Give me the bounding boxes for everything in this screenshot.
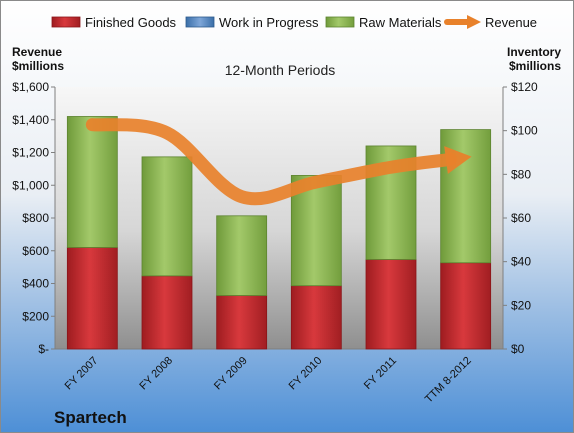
right-axis-tick-label: $0 — [511, 342, 525, 356]
legend-label-raw-materials: Raw Materials — [359, 15, 442, 30]
bar-finished-goods — [440, 262, 492, 350]
legend-swatch-work-in-progress — [185, 16, 215, 28]
left-axis-tick-label: $1,600 — [12, 80, 49, 94]
legend-label-work-in-progress: Work in Progress — [219, 15, 319, 30]
left-axis-tick-label: $800 — [22, 211, 49, 225]
right-axis-tick-label: $120 — [511, 80, 538, 94]
left-axis-tick-label: $600 — [22, 244, 49, 258]
legend-arrow-revenue — [467, 15, 481, 29]
legend-swatch-raw-materials — [325, 16, 355, 28]
bar-raw-materials — [141, 156, 193, 277]
left-axis-label-line1: Revenue — [12, 45, 62, 59]
left-axis-tick-label: $1,400 — [12, 113, 49, 127]
company-name: Spartech — [54, 408, 127, 427]
left-axis-tick-label: $1,000 — [12, 178, 49, 192]
bar-finished-goods — [290, 285, 342, 350]
right-axis-label-line2: $millions — [509, 59, 561, 73]
left-axis-tick-label: $200 — [22, 309, 49, 323]
legend: Finished Goods Work in Progress Raw Materi… — [51, 15, 537, 30]
revenue-arrowhead — [444, 146, 472, 174]
revenue-line — [85, 118, 457, 206]
right-axis-tick-label: $40 — [511, 255, 531, 269]
legend-label-revenue: Revenue — [485, 15, 537, 30]
right-axis-tick-label: $100 — [511, 124, 538, 138]
legend-swatch-finished-goods — [51, 16, 81, 28]
right-axis-tick-label: $80 — [511, 167, 531, 181]
legend-label-finished-goods: Finished Goods — [85, 15, 177, 30]
chart-title: 12-Month Periods — [225, 62, 336, 78]
bar-finished-goods — [216, 295, 268, 350]
bar-raw-materials — [66, 116, 118, 248]
bar-finished-goods — [66, 247, 118, 350]
left-axis-label-line2: $millions — [12, 59, 64, 73]
right-axis-tick-label: $20 — [511, 298, 531, 312]
right-axis-tick-label: $60 — [511, 211, 531, 225]
bar-raw-materials — [216, 215, 268, 296]
bar-finished-goods — [365, 259, 417, 350]
bar-finished-goods — [141, 275, 193, 350]
left-axis-tick-label: $400 — [22, 277, 49, 291]
left-axis-tick-label: $- — [38, 342, 49, 356]
left-axis-tick-label: $1,200 — [12, 146, 49, 160]
right-axis-label-line1: Inventory — [507, 45, 561, 59]
